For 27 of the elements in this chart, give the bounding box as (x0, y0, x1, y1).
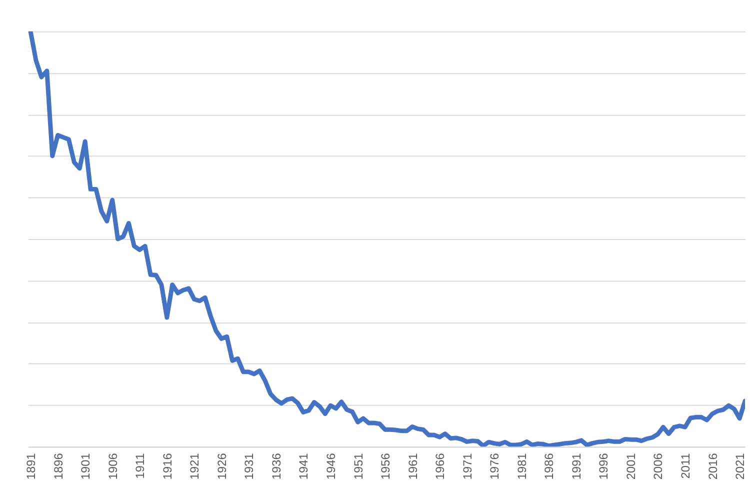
x-tick-label: 1906 (106, 452, 120, 480)
x-tick-label: 1981 (514, 452, 529, 480)
x-tick-label: 1901 (78, 452, 93, 480)
x-tick-label: 1971 (460, 452, 474, 480)
x-tick-label: 1966 (433, 452, 448, 480)
x-tick-label: 1916 (160, 452, 174, 480)
x-tick-label: 1946 (324, 452, 338, 480)
x-tick-label: 1891 (24, 452, 38, 480)
x-tick-label: 2001 (624, 452, 638, 480)
x-tick-label: 1931 (242, 452, 256, 480)
x-tick-label: 1956 (378, 452, 393, 480)
x-tick-label: 1911 (133, 452, 148, 479)
x-tick-label: 1941 (296, 452, 311, 480)
x-tick-label: 2016 (706, 452, 720, 480)
x-tick-label: 1936 (269, 452, 284, 480)
x-tick-label: 2011 (678, 452, 693, 479)
x-tick-label: 1976 (488, 452, 502, 480)
x-tick-label: 1986 (542, 452, 556, 480)
x-tick-label: 1926 (214, 452, 229, 480)
x-tick-label: 1961 (406, 452, 420, 480)
x-tick-label: 1921 (188, 452, 202, 480)
x-tick-label: 1991 (569, 452, 584, 480)
x-tick-label: 1896 (51, 452, 66, 480)
x-tick-label: 1996 (596, 452, 611, 480)
x-tick-label: 1951 (351, 452, 366, 480)
x-tick-label: 2006 (651, 452, 666, 480)
x-tick-label: 2021 (733, 452, 748, 480)
